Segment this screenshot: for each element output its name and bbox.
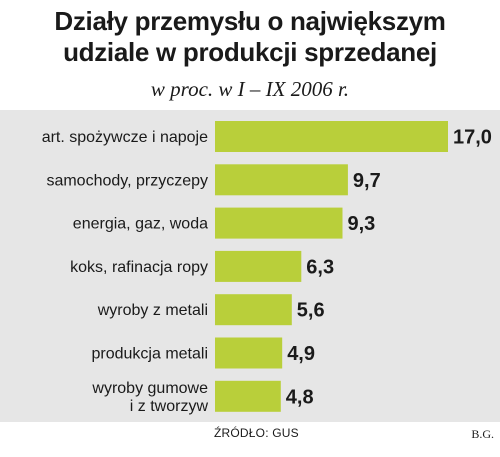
- bar-chart: 17,0 art. spożywcze i napoje 9,7 samochody,…: [42, 121, 492, 415]
- value-label-1: 9,7: [353, 170, 381, 192]
- category-label-0: art. spożywcze i napoje: [42, 129, 208, 146]
- value-label-5: 4,9: [287, 343, 315, 365]
- category-label-5: produkcja metali: [92, 346, 209, 363]
- bar-3: [215, 250, 302, 282]
- chart-subtitle: w proc. w I – IX 2006 r.: [150, 77, 350, 101]
- value-label-2: 9,3: [348, 213, 376, 235]
- category-label-1: samochody, przyczepy: [46, 172, 208, 189]
- author-initials: B.G.: [471, 427, 494, 441]
- value-label-4: 5,6: [297, 300, 325, 322]
- value-label-3: 6,3: [306, 256, 334, 278]
- chart-area: 17,0 art. spożywcze i napoje 9,7 samochody,…: [0, 110, 500, 422]
- chart-title-line-1: Działy przemysłu o największym: [54, 6, 446, 36]
- category-label-6: wyroby gumowe i z tworzyw: [91, 380, 208, 415]
- bar-1: [215, 164, 348, 196]
- source-note: ŹRÓDŁO: GUS: [214, 426, 299, 440]
- category-label-2: energia, gaz, woda: [73, 216, 208, 233]
- chart-title-line-2: udziale w produkcji sprzedanej: [63, 37, 437, 67]
- category-label-4: wyroby z metali: [97, 302, 208, 319]
- bar-0: [215, 121, 448, 152]
- bar-4: [215, 294, 292, 326]
- bar-5: [215, 337, 283, 369]
- category-label-3: koks, rafinacja ropy: [70, 259, 208, 276]
- bar-6: [215, 380, 281, 412]
- value-label-0: 17,0: [453, 127, 492, 149]
- value-label-6: 4,8: [286, 386, 314, 408]
- bar-2: [215, 207, 343, 239]
